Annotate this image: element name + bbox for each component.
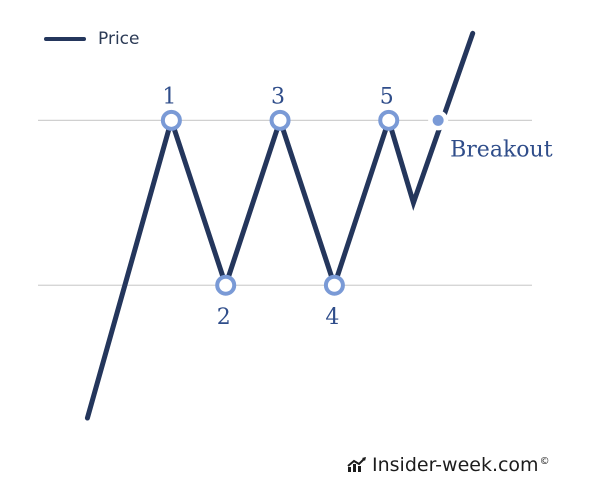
watermark-text: Insider-week.com: [372, 454, 539, 476]
price-series: [84, 30, 476, 421]
pivot-marker-2: [215, 274, 237, 296]
pivot-label-2: 2: [217, 305, 231, 330]
pivot-label-4: 4: [325, 305, 339, 330]
breakout-label: Breakout: [450, 137, 553, 162]
pivot-marker-5: [378, 109, 400, 131]
watermark: Insider-week.com ©: [347, 454, 550, 476]
legend-label: Price: [98, 29, 140, 49]
pivot-labels: 1 2 3 4 5 Breakout: [162, 84, 552, 330]
pivot-label-3: 3: [271, 84, 285, 109]
legend-swatch: [44, 37, 86, 41]
pivot-marker-1: [160, 109, 182, 131]
legend: Price: [44, 29, 139, 49]
pivot-marker-4: [323, 274, 345, 296]
pivot-marker-3: [269, 109, 291, 131]
pivot-points: [160, 109, 449, 296]
breakout-dot: [432, 114, 444, 126]
price-line: [84, 30, 476, 421]
pivot-label-5: 5: [380, 84, 394, 109]
copyright-mark: ©: [539, 455, 550, 467]
pivot-label-1: 1: [162, 84, 176, 109]
chart-logo-icon: [347, 457, 366, 472]
